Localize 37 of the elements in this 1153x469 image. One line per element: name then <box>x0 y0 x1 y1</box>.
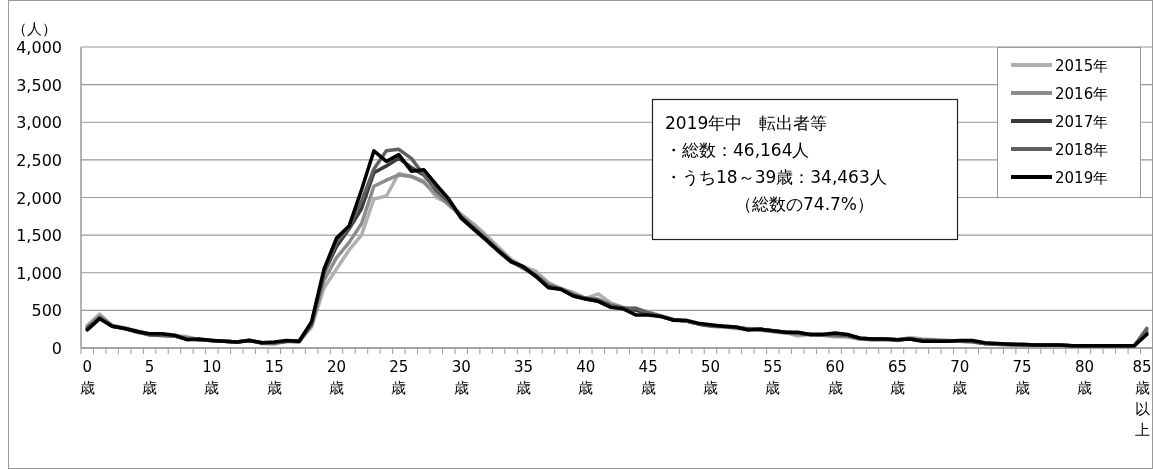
legend-label: 2015年 <box>1055 57 1109 75</box>
y-tick-label: 1,000 <box>16 263 62 283</box>
x-tick-label: 45歳 <box>638 358 658 397</box>
y-tick-label: 3,000 <box>16 113 62 133</box>
y-tick-label: 3,500 <box>16 75 62 95</box>
x-tick-label: 40歳 <box>576 358 596 397</box>
y-tick-label: 500 <box>31 301 62 321</box>
x-tick-label: 85歳以上 <box>1132 358 1152 439</box>
x-tick-label: 50歳 <box>700 358 721 397</box>
legend-label: 2016年 <box>1055 85 1109 103</box>
x-tick-label: 5歳 <box>142 358 158 397</box>
x-tick-label: 65歳 <box>887 358 908 397</box>
x-tick-label: 35歳 <box>513 358 534 397</box>
x-tick-label: 55歳 <box>763 358 783 397</box>
x-tick-label: 60歳 <box>825 358 845 397</box>
x-tick-label: 25歳 <box>389 358 409 397</box>
x-tick-label: 80歳 <box>1074 358 1094 397</box>
x-tick-label: 30歳 <box>451 358 471 397</box>
annotation: ・総数：46,164人 <box>665 140 810 160</box>
y-axis-title: （人） <box>12 20 57 38</box>
x-tick-label: 20歳 <box>326 358 347 397</box>
y-tick-label: 2,000 <box>16 188 62 208</box>
legend-label: 2019年 <box>1055 169 1109 187</box>
x-tick-label: 10歳 <box>202 358 222 397</box>
y-tick-label: 1,500 <box>16 226 62 246</box>
x-tick-label: 0歳 <box>79 358 95 397</box>
y-tick-label: 2,500 <box>16 150 62 170</box>
annotation: （総数の74.7%） <box>735 194 875 214</box>
y-tick-label: 0 <box>51 339 62 358</box>
annotation: 2019年中 転出者等 <box>665 113 828 133</box>
x-tick-label: 75歳 <box>1012 358 1032 397</box>
annotation: ・うち18～39歳：34,463人 <box>665 167 887 187</box>
y-tick-label: 4,000 <box>16 38 62 57</box>
legend-label: 2018年 <box>1055 141 1109 159</box>
x-tick-label: 15歳 <box>264 358 284 397</box>
legend-label: 2017年 <box>1055 113 1109 131</box>
x-tick-label: 70歳 <box>950 358 970 397</box>
